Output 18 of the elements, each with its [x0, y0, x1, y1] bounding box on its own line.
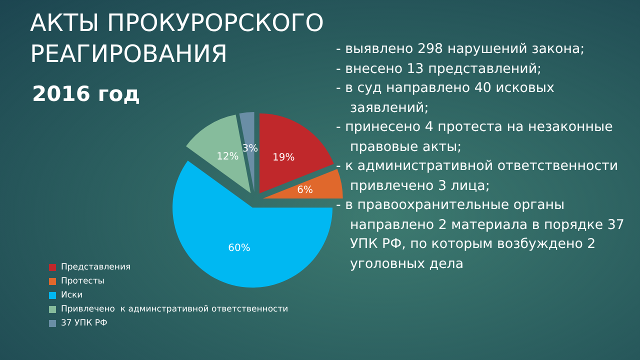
text: - в суд направлено 40 исковых заявлений;: [336, 80, 556, 118]
chart-subtitle: 2016 год: [32, 82, 140, 106]
text: - выявлено 298 нарушений закона;: [336, 41, 586, 59]
data-label: 6%: [297, 184, 314, 196]
legend-label: Иски: [61, 290, 83, 300]
text: - к административной ответственности привлечено 3 лица;: [336, 158, 620, 196]
text: - принесено 4 протеста на незаконные правовые акты;: [336, 119, 614, 156]
legend-label: Протесты: [61, 276, 105, 286]
legend-label: Представления: [61, 262, 131, 272]
legend-label: 37 УПК РФ: [61, 318, 108, 328]
text: - внесено 13 представлений;: [336, 60, 543, 78]
data-label: 12%: [216, 151, 239, 162]
data-label: 19%: [272, 152, 295, 164]
text: - в правоохранительные органы направлено 2 материала в порядке 37 УПК РФ, по которым возбуждено 2 уголовных дела: [336, 197, 626, 274]
data-label: 60%: [228, 243, 250, 254]
data-label: 3%: [242, 144, 258, 155]
chart-title: АКТЫ ПРОКУРОРСКОГО РЕАГИРОВАНИЯ: [30, 9, 324, 68]
legend-label: Привлечено к админстративной ответственности: [61, 304, 288, 314]
